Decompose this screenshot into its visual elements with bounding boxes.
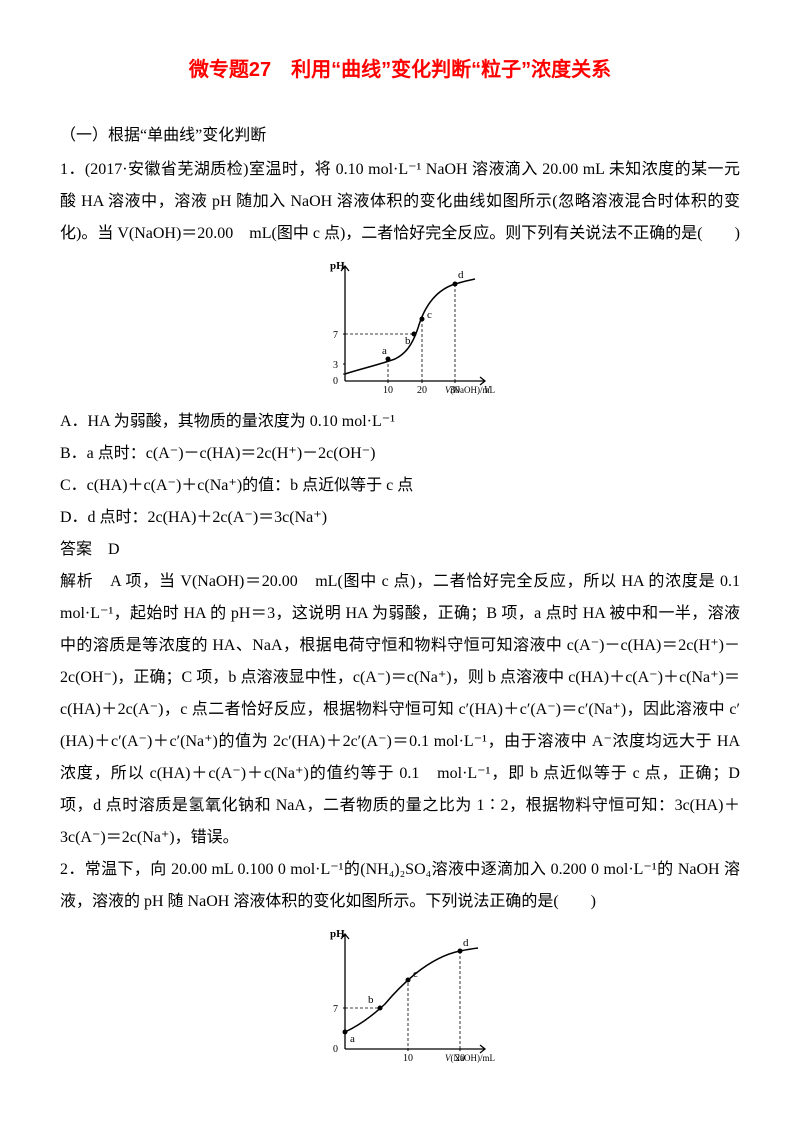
- page-title: 微专题27 利用“曲线”变化判断“粒子”浓度关系: [60, 50, 740, 90]
- chart-2-svg: 0 7 10 20 pH a b c d V(NaOH)/mL: [300, 924, 500, 1064]
- q1-answer: 答案 D: [60, 534, 740, 566]
- svg-text:pH: pH: [330, 928, 345, 940]
- q1-chart: 0 3 7 10 20 30 pH V a b c d V(NaOH)/mL: [60, 256, 740, 400]
- svg-text:a: a: [382, 345, 387, 357]
- svg-text:0: 0: [333, 1044, 338, 1055]
- svg-text:d: d: [463, 937, 469, 949]
- q2-intro: 2．常温下，向 20.00 mL 0.100 0 mol·L⁻¹的(NH₄)₂S…: [60, 854, 740, 918]
- svg-text:3: 3: [333, 360, 338, 371]
- svg-text:V(NaOH)/mL: V(NaOH)/mL: [445, 1053, 495, 1063]
- q1-opt-c: C．c(HA)＋c(A⁻)＋c(Na⁺)的值：b 点近似等于 c 点: [60, 470, 740, 502]
- svg-text:b: b: [405, 335, 411, 347]
- svg-text:b: b: [368, 994, 374, 1006]
- svg-text:0: 0: [333, 376, 338, 387]
- svg-text:10: 10: [403, 1053, 413, 1064]
- svg-text:pH: pH: [330, 260, 345, 272]
- svg-text:10: 10: [383, 385, 393, 396]
- chart-1-svg: 0 3 7 10 20 30 pH V a b c d V(NaOH)/mL: [300, 256, 500, 396]
- svg-text:7: 7: [333, 330, 338, 341]
- q2-chart: 0 7 10 20 pH a b c d V(NaOH)/mL: [60, 924, 740, 1068]
- svg-text:V(NaOH)/mL: V(NaOH)/mL: [445, 385, 495, 395]
- q1-intro: 1．(2017·安徽省芜湖质检)室温时，将 0.10 mol·L⁻¹ NaOH …: [60, 154, 740, 250]
- q1-opt-a: A．HA 为弱酸，其物质的量浓度为 0.10 mol·L⁻¹: [60, 406, 740, 438]
- svg-text:c: c: [427, 309, 432, 321]
- svg-text:a: a: [350, 1033, 355, 1045]
- q1-opt-d: D．d 点时：2c(HA)＋2c(A⁻)＝3c(Na⁺): [60, 502, 740, 534]
- svg-text:20: 20: [417, 385, 427, 396]
- q1-opt-b: B．a 点时：c(A⁻)－c(HA)＝2c(H⁺)－2c(OH⁻): [60, 438, 740, 470]
- svg-text:c: c: [413, 968, 418, 980]
- svg-text:7: 7: [333, 1004, 338, 1015]
- svg-text:d: d: [458, 269, 464, 281]
- section-1-heading: （一）根据“单曲线”变化判断: [60, 120, 740, 152]
- q1-explanation: 解析 A 项，当 V(NaOH)＝20.00 mL(图中 c 点)，二者恰好完全…: [60, 566, 740, 854]
